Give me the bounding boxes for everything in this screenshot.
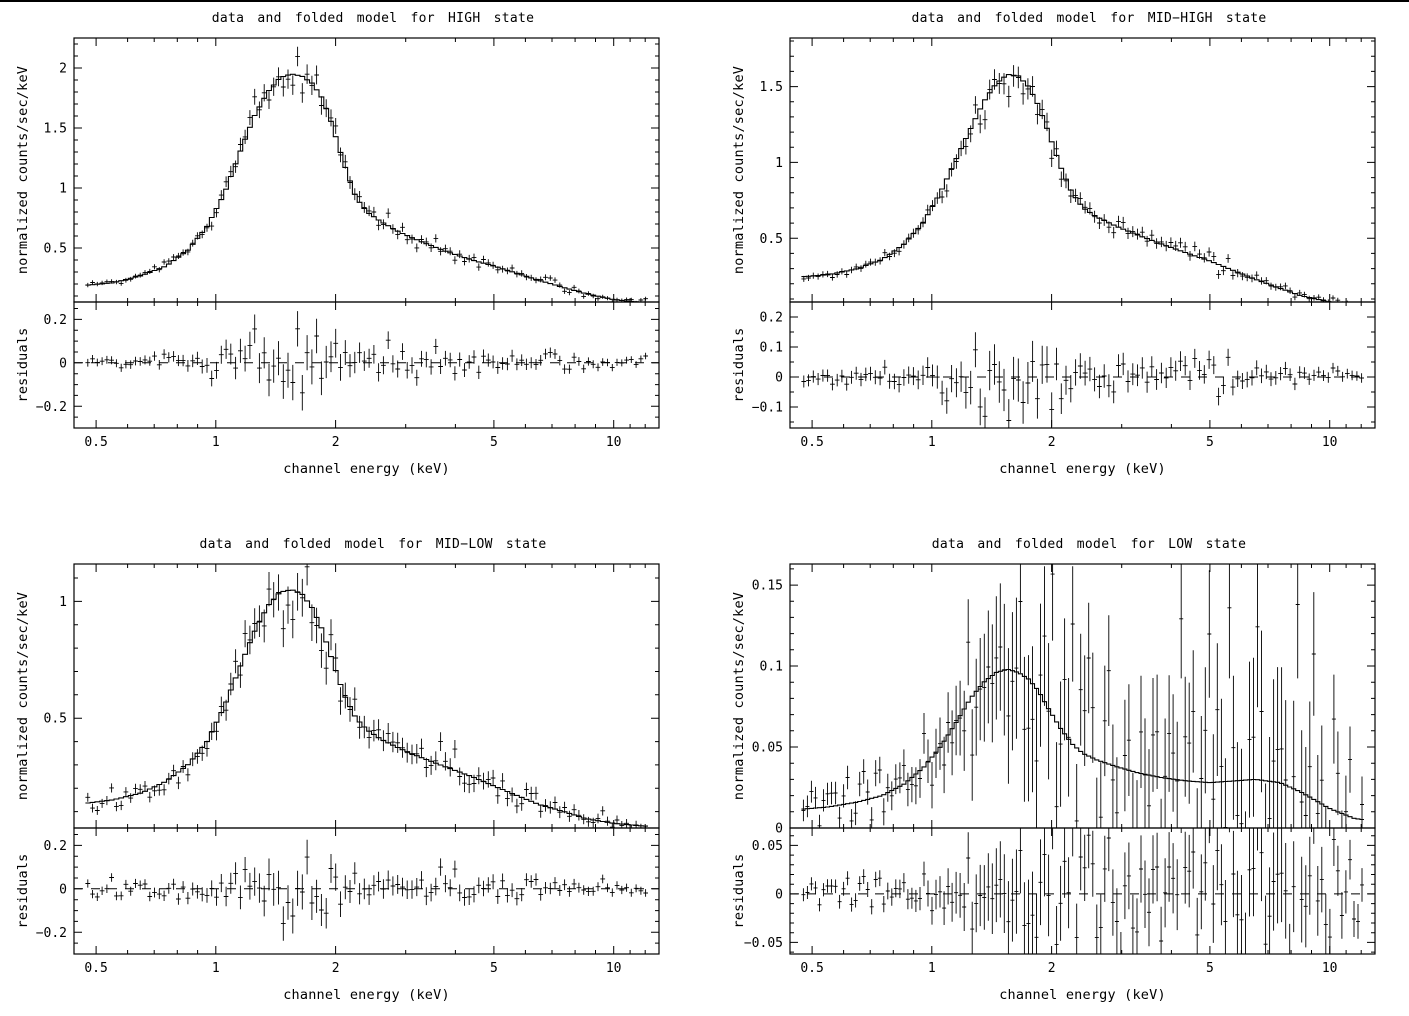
main-plot-frame	[73, 563, 660, 829]
residual-points-errorbars	[85, 839, 648, 941]
x-tick-label: 5	[490, 961, 498, 976]
residual-axis-label: residuals	[731, 328, 747, 403]
panel-mid-high-state: data and folded model for MID−HIGH state…	[726, 8, 1396, 490]
residual-tick-label: 0.2	[44, 313, 67, 328]
folded-model-curve	[801, 668, 1364, 821]
data-points-errorbars	[801, 65, 1348, 302]
x-tick-label: 0.5	[800, 961, 823, 976]
y-tick-label: 0.05	[752, 741, 783, 756]
x-tick-label: 5	[1206, 435, 1214, 450]
residual-plot-frame	[789, 827, 1376, 955]
residual-axis-label: residuals	[731, 854, 747, 929]
residual-tick-label: 0	[59, 882, 67, 897]
residual-tick-label: 0.2	[44, 839, 67, 854]
residual-tick-label: −0.2	[36, 400, 67, 415]
x-tick-label: 10	[1322, 435, 1338, 450]
data-points-errorbars	[85, 46, 648, 302]
x-axis-label: channel energy (keV)	[283, 987, 450, 1003]
residual-tick-label: −0.2	[36, 926, 67, 941]
x-tick-label: 0.5	[800, 435, 823, 450]
folded-model-curve	[85, 73, 648, 302]
residual-plot-frame	[73, 827, 660, 955]
residual-tick-label: 0	[59, 356, 67, 371]
y-tick-label: 0	[775, 822, 783, 837]
y-tick-label: 0.1	[760, 660, 783, 675]
y-tick-label: 1.5	[44, 122, 67, 137]
axis-ticks	[790, 564, 1375, 954]
x-tick-label: 1	[212, 435, 220, 450]
chart-title-mid-low: data and folded model for MID−LOW state	[199, 537, 547, 552]
x-axis-label: channel energy (keV)	[999, 461, 1166, 477]
residual-plot-frame	[73, 301, 660, 429]
residual-axis-label: residuals	[15, 854, 31, 929]
data-points-errorbars	[85, 564, 647, 828]
x-tick-label: 10	[606, 435, 622, 450]
panel-high-state: data and folded model for HIGH state 0.5…	[10, 8, 680, 490]
chart-title-high: data and folded model for HIGH state	[211, 11, 535, 26]
y-axis-label: normalized counts/sec/keV	[15, 592, 31, 800]
y-tick-label: 0.5	[44, 712, 67, 727]
axis-ticks	[74, 38, 659, 429]
panel-low-state: data and folded model for LOW state 0.5 1…	[726, 534, 1396, 1016]
folded-model-curve	[801, 74, 1336, 302]
y-tick-label: 1	[59, 595, 67, 610]
x-tick-label: 2	[332, 961, 340, 976]
y-tick-label: 1	[59, 182, 67, 197]
x-tick-label: 2	[1048, 435, 1056, 450]
axis-ticks	[790, 38, 1375, 428]
chart-title-low: data and folded model for LOW state	[931, 537, 1247, 552]
spectrum-plot-high: 0.5 1 2 5 10 0.5 1 1.5 2 −0.2 0 0.2 normalized count…	[15, 37, 660, 477]
residual-points-errorbars	[801, 828, 1364, 954]
x-tick-label: 0.5	[84, 961, 107, 976]
chart-title-mid-high: data and folded model for MID−HIGH state	[911, 11, 1267, 26]
y-tick-label: 0.5	[760, 232, 783, 247]
x-tick-label: 1	[928, 961, 936, 976]
y-axis-label: normalized counts/sec/keV	[731, 66, 747, 274]
residual-tick-label: −0.05	[744, 936, 783, 951]
residual-tick-label: 0.2	[760, 311, 783, 326]
x-axis-label: channel energy (keV)	[283, 461, 450, 477]
y-axis-label: normalized counts/sec/keV	[15, 66, 31, 274]
residual-plot-frame	[789, 301, 1376, 429]
residual-tick-label: 0.05	[752, 839, 783, 854]
x-tick-label: 5	[490, 435, 498, 450]
x-tick-label: 10	[1322, 961, 1338, 976]
y-axis-label: normalized counts/sec/keV	[731, 592, 747, 800]
x-tick-label: 5	[1206, 961, 1214, 976]
y-tick-label: 1.5	[760, 80, 783, 95]
residual-tick-label: 0	[775, 887, 783, 902]
x-tick-label: 1	[928, 435, 936, 450]
x-tick-label: 1	[212, 961, 220, 976]
x-tick-label: 2	[332, 435, 340, 450]
panel-mid-low-state: data and folded model for MID−LOW state …	[10, 534, 680, 1016]
folded-model-curve	[85, 589, 648, 827]
x-tick-label: 10	[606, 961, 622, 976]
residual-tick-label: 0.1	[760, 341, 783, 356]
axis-ticks	[74, 564, 659, 955]
page-edge-line	[0, 0, 1409, 2]
residual-axis-label: residuals	[15, 328, 31, 403]
spectrum-plot-mid-high: 0.5 1 2 5 10 0.5 1 1.5 −0.1 0 0.1 0.2 normalized cou…	[731, 37, 1376, 477]
y-tick-label: 2	[59, 62, 67, 77]
x-tick-label: 2	[1048, 961, 1056, 976]
y-tick-label: 0.15	[752, 579, 783, 594]
spectrum-plot-low: 0.5 1 2 5 10 0 0.05 0.1 0.15 −0.05 0 0.05 normalized…	[731, 563, 1376, 1003]
data-points-errorbars	[801, 564, 1364, 828]
spectrum-plot-mid-low: 0.5 1 2 5 10 0.5 1 −0.2 0 0.2 normalized counts/se…	[15, 563, 660, 1003]
x-tick-label: 0.5	[84, 435, 107, 450]
main-plot-frame	[789, 563, 1376, 829]
y-tick-label: 1	[775, 156, 783, 171]
x-axis-label: channel energy (keV)	[999, 987, 1166, 1003]
residual-tick-label: −0.1	[752, 401, 783, 416]
y-tick-label: 0.5	[44, 242, 67, 257]
residual-points-errorbars	[801, 332, 1364, 428]
residual-tick-label: 0	[775, 371, 783, 386]
residual-points-errorbars	[85, 311, 648, 411]
